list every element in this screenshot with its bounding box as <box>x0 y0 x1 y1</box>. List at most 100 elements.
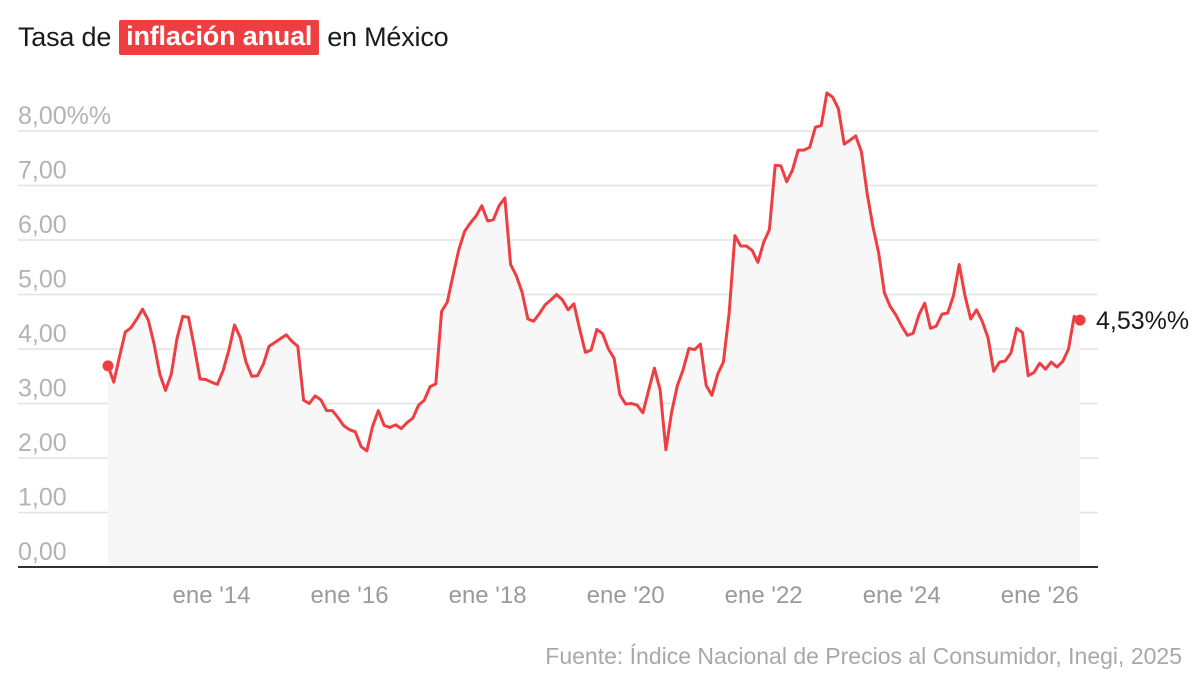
data-point-101 <box>688 347 691 350</box>
data-point-86 <box>601 332 604 335</box>
data-point-63 <box>469 222 472 225</box>
data-point-98 <box>670 411 673 414</box>
data-point-109 <box>734 234 737 237</box>
data-point-52 <box>406 421 409 424</box>
data-point-31 <box>285 333 288 336</box>
data-point-161 <box>1033 371 1036 374</box>
data-point-10 <box>164 389 167 392</box>
data-point-40 <box>337 416 340 419</box>
data-point-76 <box>544 304 547 307</box>
data-point-27 <box>262 363 265 366</box>
data-point-132 <box>866 192 869 195</box>
data-point-99 <box>676 384 679 387</box>
title-highlight: inflación anual <box>119 20 320 55</box>
data-point-136 <box>889 305 892 308</box>
data-point-166 <box>1061 360 1064 363</box>
data-point-43 <box>354 430 357 433</box>
data-point-58 <box>440 310 443 313</box>
data-point-107 <box>722 361 725 364</box>
data-point-75 <box>538 312 541 315</box>
start-marker <box>102 360 114 372</box>
data-point-34 <box>302 399 305 402</box>
data-point-2 <box>118 355 121 358</box>
data-point-78 <box>555 293 558 296</box>
data-point-147 <box>952 294 955 297</box>
data-point-74 <box>532 320 535 323</box>
data-point-15 <box>193 345 196 348</box>
x-tick-label-2: ene '18 <box>449 582 527 609</box>
data-point-91 <box>630 402 633 405</box>
x-axis-ticks: ene '14 ene '16 ene '18 ene '20 ene '22 ene '… <box>173 582 1079 609</box>
data-point-140 <box>912 332 915 335</box>
data-point-35 <box>308 402 311 405</box>
data-point-33 <box>296 345 299 348</box>
data-point-59 <box>446 301 449 304</box>
data-point-50 <box>394 423 397 426</box>
data-point-168 <box>1073 315 1076 318</box>
data-point-38 <box>325 409 328 412</box>
end-markers: 4,53%% <box>102 307 1189 372</box>
data-point-24 <box>245 361 248 364</box>
data-point-94 <box>647 389 650 392</box>
data-point-1 <box>112 381 115 384</box>
data-point-5 <box>135 318 138 321</box>
end-value-label: 4,53%% <box>1096 307 1189 335</box>
y-tick-label-7: 7,00 <box>18 157 67 185</box>
data-point-142 <box>923 302 926 305</box>
chart-title: Tasa de inflación anual en México <box>18 20 449 55</box>
data-point-137 <box>895 314 898 317</box>
data-point-163 <box>1044 368 1047 371</box>
data-point-118 <box>785 180 788 183</box>
data-point-158 <box>1015 327 1018 330</box>
data-point-14 <box>187 316 190 319</box>
x-tick-label-4: ene '22 <box>725 582 803 609</box>
data-point-32 <box>291 340 294 343</box>
data-point-83 <box>584 351 587 354</box>
data-point-96 <box>659 389 662 392</box>
data-point-133 <box>872 225 875 228</box>
data-point-28 <box>268 345 271 348</box>
data-point-145 <box>941 313 944 316</box>
y-tick-label-0: 0,00 <box>18 538 67 566</box>
x-tick-label-5: ene '24 <box>863 582 941 609</box>
data-point-134 <box>877 252 880 255</box>
data-point-85 <box>596 328 599 331</box>
data-point-16 <box>199 378 202 381</box>
data-point-113 <box>757 261 760 264</box>
data-point-17 <box>204 378 207 381</box>
data-point-149 <box>964 294 967 297</box>
y-tick-label-6: 6,00 <box>18 211 67 239</box>
data-point-41 <box>342 424 345 427</box>
data-point-119 <box>791 169 794 172</box>
data-point-11 <box>170 373 173 376</box>
x-tick-label-1: ene '16 <box>311 582 389 609</box>
data-point-120 <box>797 149 800 152</box>
data-point-84 <box>590 349 593 352</box>
data-point-81 <box>573 302 576 305</box>
data-point-135 <box>883 292 886 295</box>
data-point-57 <box>434 383 437 386</box>
data-point-159 <box>1021 331 1024 334</box>
data-point-54 <box>417 404 420 407</box>
data-point-97 <box>665 448 668 451</box>
x-tick-label-3: ene '20 <box>587 582 665 609</box>
x-tick-label-0: ene '14 <box>173 582 251 609</box>
data-point-139 <box>906 334 909 337</box>
data-point-79 <box>561 299 564 302</box>
data-point-49 <box>388 426 391 429</box>
end-marker <box>1074 314 1086 326</box>
data-point-62 <box>463 230 466 233</box>
x-tick-label-6: ene '26 <box>1001 582 1079 609</box>
data-point-61 <box>457 248 460 251</box>
data-point-157 <box>1010 351 1013 354</box>
data-point-45 <box>365 450 368 453</box>
data-point-117 <box>780 165 783 168</box>
data-point-95 <box>653 367 656 370</box>
data-point-51 <box>400 427 403 430</box>
data-point-156 <box>1004 360 1007 363</box>
data-point-90 <box>624 403 627 406</box>
data-point-104 <box>705 384 708 387</box>
data-point-55 <box>423 399 426 402</box>
data-point-80 <box>567 308 570 311</box>
data-point-127 <box>837 107 840 110</box>
